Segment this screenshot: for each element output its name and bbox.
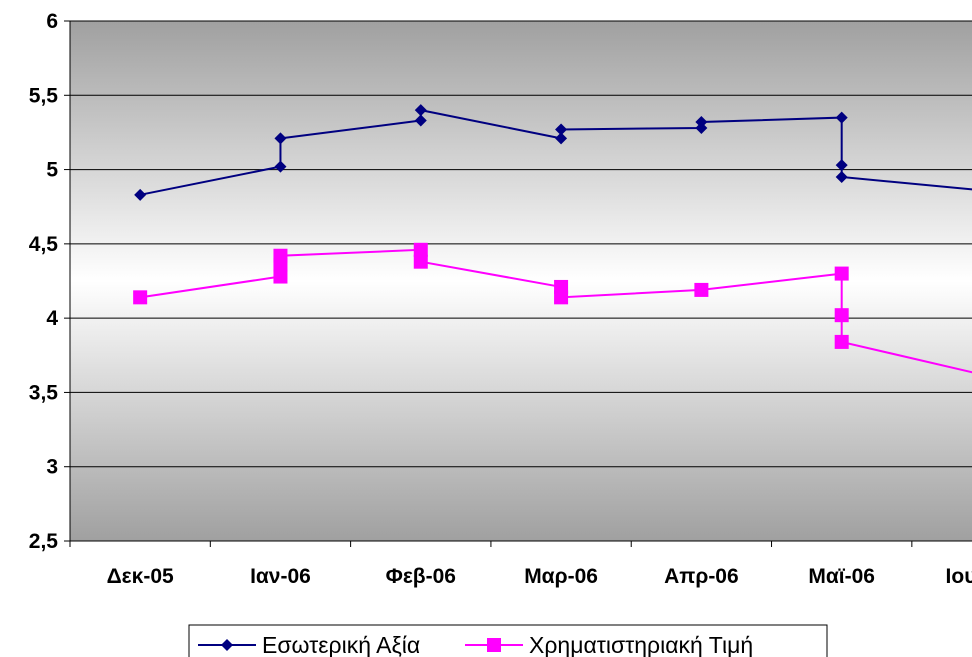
x-axis-tick-labels: Δεκ-05 Ιαν-06 Φεβ-06 Μαρ-06 Απρ-06 Μαϊ-06 Ιουν…	[107, 565, 972, 588]
legend: Εσωτερική Αξία Χρηματιστηριακή Τιμή	[188, 624, 828, 657]
x-tick-label: Απρ-06	[664, 565, 739, 588]
data-point-square	[413, 242, 428, 257]
data-point-diamond	[555, 132, 568, 145]
y-tick-label: 3,5	[29, 381, 59, 404]
data-point-square	[834, 266, 849, 281]
x-tick-label: Ιουν-06	[946, 565, 972, 588]
x-tick-label: Μαρ-06	[524, 565, 598, 588]
legend-label: Χρηματιστηριακή Τιμή	[529, 632, 753, 657]
data-point-diamond	[414, 114, 427, 127]
data-point-diamond	[274, 132, 287, 145]
data-point-square	[413, 254, 428, 269]
x-tick-label: Μαϊ-06	[808, 565, 875, 588]
legend-box	[188, 624, 828, 657]
y-tick-label: 5,5	[29, 84, 59, 107]
axes	[64, 20, 972, 547]
x-tick-label: Δεκ-05	[107, 565, 174, 588]
data-point-square	[273, 248, 288, 263]
data-point-diamond	[274, 160, 287, 173]
y-tick-label: 2,5	[29, 530, 59, 553]
x-tick-label: Φεβ-06	[386, 565, 456, 588]
data-point-square	[834, 334, 849, 349]
x-tick-label: Ιαν-06	[250, 565, 311, 588]
data-point-square	[834, 308, 849, 323]
data-point-square	[273, 269, 288, 284]
y-tick-label: 3	[46, 456, 58, 479]
data-point-square	[133, 290, 148, 305]
y-tick-label: 4,5	[29, 233, 59, 256]
data-point-diamond	[835, 159, 848, 172]
data-point-square	[694, 282, 709, 297]
data-point-diamond	[414, 104, 427, 117]
data-point-diamond	[134, 188, 147, 201]
y-tick-label: 4	[46, 307, 58, 330]
data-point-diamond	[835, 111, 848, 124]
gridlines	[70, 20, 972, 542]
plot-area	[70, 21, 972, 541]
series-group	[133, 104, 972, 374]
data-point-diamond	[555, 123, 568, 136]
legend-marker-square	[487, 638, 501, 652]
data-point-diamond	[695, 116, 708, 129]
y-tick-label: 5	[46, 159, 58, 182]
legend-marker-diamond	[221, 639, 233, 651]
data-point-square	[554, 290, 569, 305]
y-tick-label: 6	[46, 10, 58, 33]
legend-label: Εσωτερική Αξία	[262, 632, 420, 657]
data-point-diamond	[835, 171, 848, 183]
y-axis-tick-labels: 2,5 3 3,5 4 4,5 5 5,5 6	[29, 10, 59, 553]
